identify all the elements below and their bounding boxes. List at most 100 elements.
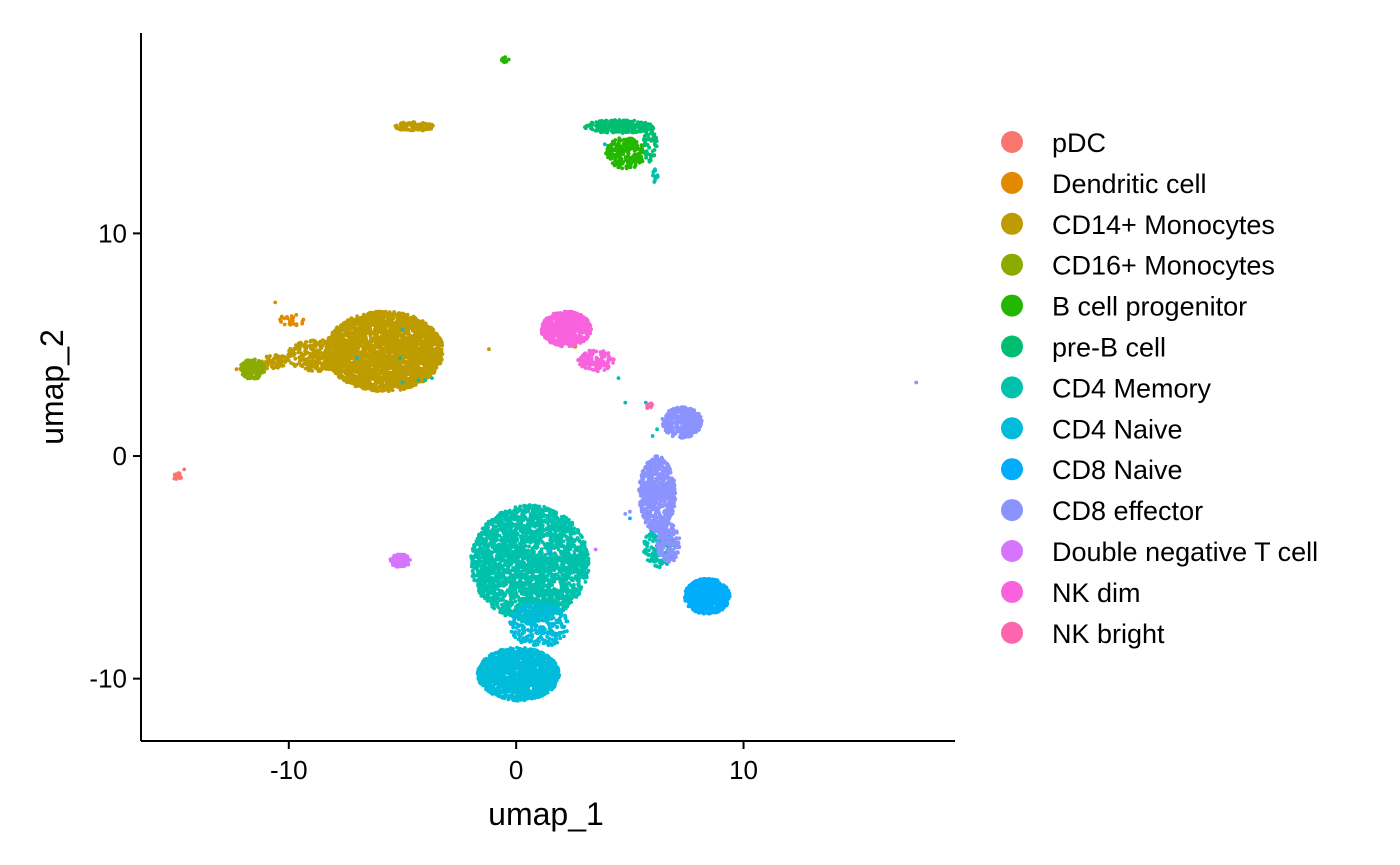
data-point bbox=[418, 333, 423, 337]
points-layer bbox=[172, 55, 919, 703]
data-point bbox=[244, 374, 248, 379]
series-6 bbox=[398, 167, 698, 623]
data-point bbox=[632, 138, 636, 142]
data-point bbox=[612, 163, 617, 168]
data-point bbox=[627, 155, 632, 160]
data-point bbox=[311, 338, 315, 343]
data-point bbox=[617, 138, 622, 142]
data-point bbox=[363, 317, 368, 321]
data-point bbox=[439, 338, 443, 343]
data-point bbox=[305, 351, 310, 355]
data-point bbox=[412, 127, 416, 132]
data-point bbox=[292, 347, 297, 351]
data-point bbox=[338, 330, 343, 335]
data-point bbox=[395, 350, 400, 355]
data-point bbox=[383, 384, 388, 389]
data-point bbox=[388, 366, 392, 371]
data-point bbox=[625, 122, 629, 126]
data-point bbox=[335, 339, 340, 344]
data-point bbox=[260, 369, 264, 374]
data-point bbox=[356, 345, 361, 350]
data-point bbox=[395, 316, 400, 320]
data-point bbox=[630, 141, 634, 146]
data-point bbox=[401, 347, 406, 352]
data-point bbox=[315, 356, 319, 361]
data-point bbox=[349, 364, 353, 369]
data-point bbox=[430, 122, 434, 127]
data-point bbox=[300, 364, 305, 369]
data-point bbox=[421, 121, 425, 125]
data-point bbox=[402, 332, 407, 336]
data-point bbox=[617, 130, 621, 134]
data-point bbox=[353, 351, 358, 356]
data-point bbox=[590, 123, 594, 128]
data-point bbox=[610, 152, 615, 157]
data-point bbox=[647, 159, 652, 164]
data-point bbox=[376, 346, 381, 350]
data-point bbox=[397, 362, 402, 366]
data-point bbox=[176, 472, 181, 477]
data-point bbox=[410, 316, 415, 320]
data-point bbox=[386, 363, 391, 367]
data-point bbox=[179, 475, 184, 480]
data-point bbox=[353, 343, 357, 348]
data-point bbox=[381, 340, 385, 345]
data-point bbox=[301, 317, 306, 322]
data-point bbox=[339, 374, 344, 378]
data-point bbox=[338, 340, 343, 345]
data-point bbox=[389, 378, 394, 383]
data-point bbox=[305, 358, 310, 363]
data-point bbox=[322, 359, 327, 364]
data-point bbox=[625, 141, 630, 145]
data-point bbox=[420, 125, 424, 130]
data-point bbox=[349, 316, 354, 320]
data-point bbox=[323, 350, 327, 355]
data-point bbox=[290, 352, 295, 357]
data-point bbox=[610, 147, 615, 152]
data-point bbox=[409, 384, 414, 389]
data-point bbox=[343, 329, 348, 333]
data-point bbox=[645, 128, 649, 133]
data-point bbox=[420, 320, 425, 325]
data-point bbox=[399, 377, 404, 381]
data-point bbox=[267, 358, 272, 363]
data-point bbox=[351, 374, 355, 379]
data-point bbox=[390, 326, 395, 330]
data-point bbox=[290, 318, 295, 323]
data-point bbox=[333, 370, 338, 375]
data-point bbox=[297, 347, 302, 352]
data-point bbox=[297, 360, 302, 364]
series-2 bbox=[259, 120, 578, 394]
data-point bbox=[361, 348, 366, 353]
data-point bbox=[384, 314, 388, 319]
data-point bbox=[303, 366, 308, 371]
data-point bbox=[318, 366, 323, 371]
data-point bbox=[435, 333, 440, 338]
data-point bbox=[361, 323, 365, 328]
data-point bbox=[429, 363, 433, 367]
data-point bbox=[332, 366, 337, 370]
data-point bbox=[244, 365, 248, 369]
data-point bbox=[382, 322, 387, 326]
data-point bbox=[308, 367, 313, 372]
data-point bbox=[322, 366, 327, 371]
data-point bbox=[400, 320, 404, 325]
data-point bbox=[328, 346, 332, 351]
data-point bbox=[364, 339, 368, 344]
data-point bbox=[311, 357, 315, 362]
data-point bbox=[370, 344, 374, 349]
data-point bbox=[364, 372, 368, 377]
data-point bbox=[282, 316, 286, 321]
data-point bbox=[353, 329, 357, 334]
data-point bbox=[345, 319, 350, 323]
data-point bbox=[417, 122, 422, 127]
data-point bbox=[357, 323, 362, 328]
data-point bbox=[403, 127, 407, 132]
data-point bbox=[373, 340, 377, 344]
data-point bbox=[366, 383, 371, 388]
data-point bbox=[392, 367, 397, 372]
data-point bbox=[645, 152, 650, 157]
data-point bbox=[373, 316, 377, 321]
data-point bbox=[425, 363, 430, 368]
data-point bbox=[391, 347, 396, 351]
